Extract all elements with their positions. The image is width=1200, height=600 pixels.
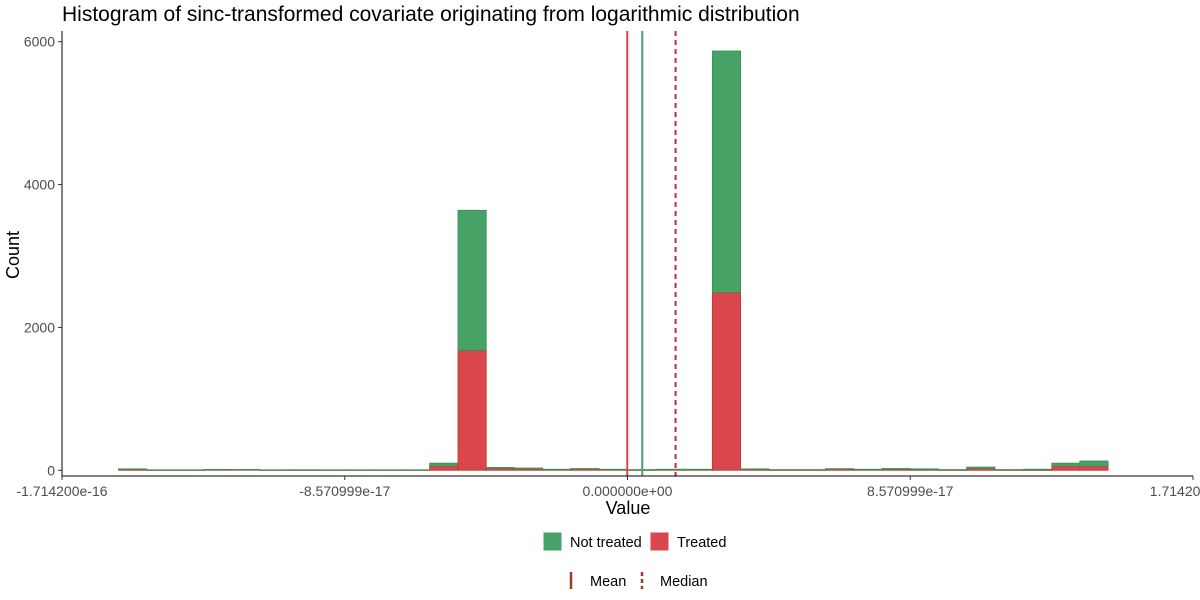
legend-fill: Not treated Treated bbox=[543, 532, 726, 551]
bar-not-treated bbox=[740, 468, 770, 470]
bar-not-treated bbox=[344, 469, 374, 471]
bar-treated bbox=[1079, 465, 1109, 471]
bar-not-treated bbox=[598, 468, 628, 471]
reference-lines bbox=[626, 31, 677, 476]
histogram-bars bbox=[118, 50, 1109, 471]
bar-not-treated bbox=[881, 468, 911, 470]
x-axis-title: Value bbox=[606, 498, 651, 518]
legend-key-treated bbox=[650, 532, 669, 551]
bar-not-treated bbox=[655, 468, 685, 471]
bar-not-treated bbox=[825, 468, 855, 470]
x-tick-label: -8.570999e-17 bbox=[299, 483, 390, 499]
bar-not-treated bbox=[118, 468, 148, 470]
bar-not-treated bbox=[796, 469, 826, 471]
bar-not-treated bbox=[202, 469, 232, 471]
bar-not-treated bbox=[1051, 462, 1081, 467]
y-axis-title: Count bbox=[3, 231, 23, 279]
legend-key-not-treated bbox=[543, 532, 562, 551]
bar-not-treated bbox=[400, 469, 430, 471]
legend-lines: Mean Median bbox=[569, 572, 708, 590]
bar-not-treated bbox=[909, 468, 939, 470]
y-tick-label: 6000 bbox=[24, 34, 55, 50]
bar-not-treated bbox=[570, 468, 600, 470]
bar-not-treated bbox=[994, 469, 1024, 471]
bar-not-treated bbox=[938, 469, 968, 471]
y-tick-label: 4000 bbox=[24, 177, 55, 193]
bar-not-treated bbox=[174, 469, 204, 471]
bar-not-treated bbox=[1023, 468, 1053, 471]
bar-not-treated bbox=[429, 462, 459, 467]
bar-not-treated bbox=[316, 469, 346, 471]
bar-not-treated bbox=[513, 467, 544, 470]
y-tick-label: 2000 bbox=[24, 319, 55, 335]
bar-not-treated bbox=[711, 50, 742, 293]
y-tick-label: 0 bbox=[47, 462, 55, 478]
x-tick-label: 1.714200e-16 bbox=[1150, 483, 1200, 499]
bar-not-treated bbox=[966, 466, 996, 469]
bar-not-treated bbox=[146, 469, 176, 471]
legend-label: Median bbox=[660, 574, 708, 590]
bar-not-treated bbox=[457, 209, 487, 351]
bar-not-treated bbox=[287, 469, 317, 471]
bar-not-treated bbox=[485, 467, 515, 469]
bar-treated bbox=[457, 349, 487, 471]
bar-not-treated bbox=[372, 469, 402, 471]
legend-label: Mean bbox=[590, 574, 626, 590]
x-tick-label: 0.000000e+00 bbox=[583, 483, 673, 499]
chart-title: Histogram of sinc-transformed covariate … bbox=[62, 3, 800, 26]
bar-not-treated bbox=[231, 469, 261, 471]
x-axis-ticks: -1.714200e-16 -8.570999e-17 0.000000e+00 8.… bbox=[16, 476, 1200, 499]
bar-not-treated bbox=[768, 469, 798, 471]
bar-treated bbox=[429, 465, 459, 471]
legend-label: Not treated bbox=[570, 535, 642, 551]
bar-treated bbox=[1051, 465, 1081, 471]
y-axis-ticks: 0 2000 4000 6000 bbox=[24, 34, 62, 478]
bar-not-treated bbox=[542, 468, 572, 471]
legend-label: Treated bbox=[677, 535, 726, 551]
bar-not-treated bbox=[853, 468, 883, 471]
bar-not-treated bbox=[259, 469, 289, 471]
x-tick-label: 8.570999e-17 bbox=[867, 483, 954, 499]
bar-treated bbox=[711, 292, 742, 471]
bar-not-treated bbox=[1079, 460, 1109, 467]
x-tick-label: -1.714200e-16 bbox=[16, 483, 107, 499]
bar-not-treated bbox=[683, 468, 713, 471]
